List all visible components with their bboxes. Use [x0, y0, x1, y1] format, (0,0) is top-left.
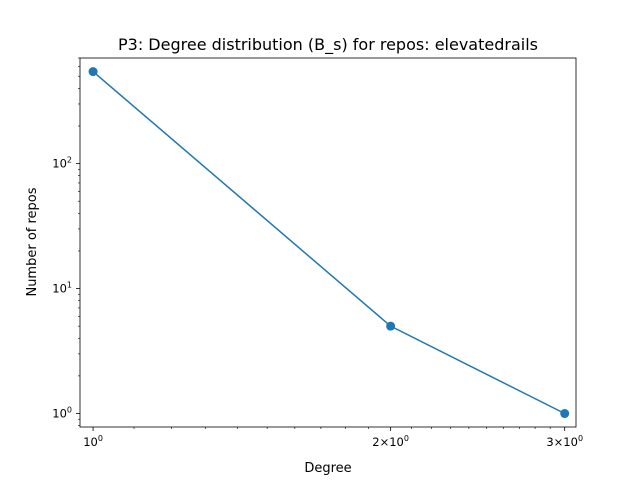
- plot-area: [79, 57, 577, 428]
- series-line: [92, 71, 566, 415]
- chart-title: P3: Degree distribution (B_s) for repos:…: [118, 35, 538, 55]
- plot-frame: [79, 57, 577, 428]
- x-tick-label: 2×100: [372, 434, 409, 449]
- x-tick-label: 3×100: [546, 434, 583, 449]
- y-axis: 100 101 102: [52, 57, 80, 426]
- data-point: [88, 67, 98, 77]
- x-axis-label: Degree: [304, 461, 351, 476]
- x-tick-label: 100: [83, 434, 103, 449]
- y-axis-label: Number of repos: [25, 187, 40, 296]
- data-point: [386, 321, 396, 331]
- y-tick-label: 102: [52, 156, 72, 171]
- x-axis: 100 2×100 3×100: [83, 427, 583, 449]
- series-group: [88, 67, 570, 419]
- y-tick-label: 100: [52, 406, 72, 421]
- data-point: [560, 409, 570, 419]
- y-tick-label: 101: [52, 281, 72, 296]
